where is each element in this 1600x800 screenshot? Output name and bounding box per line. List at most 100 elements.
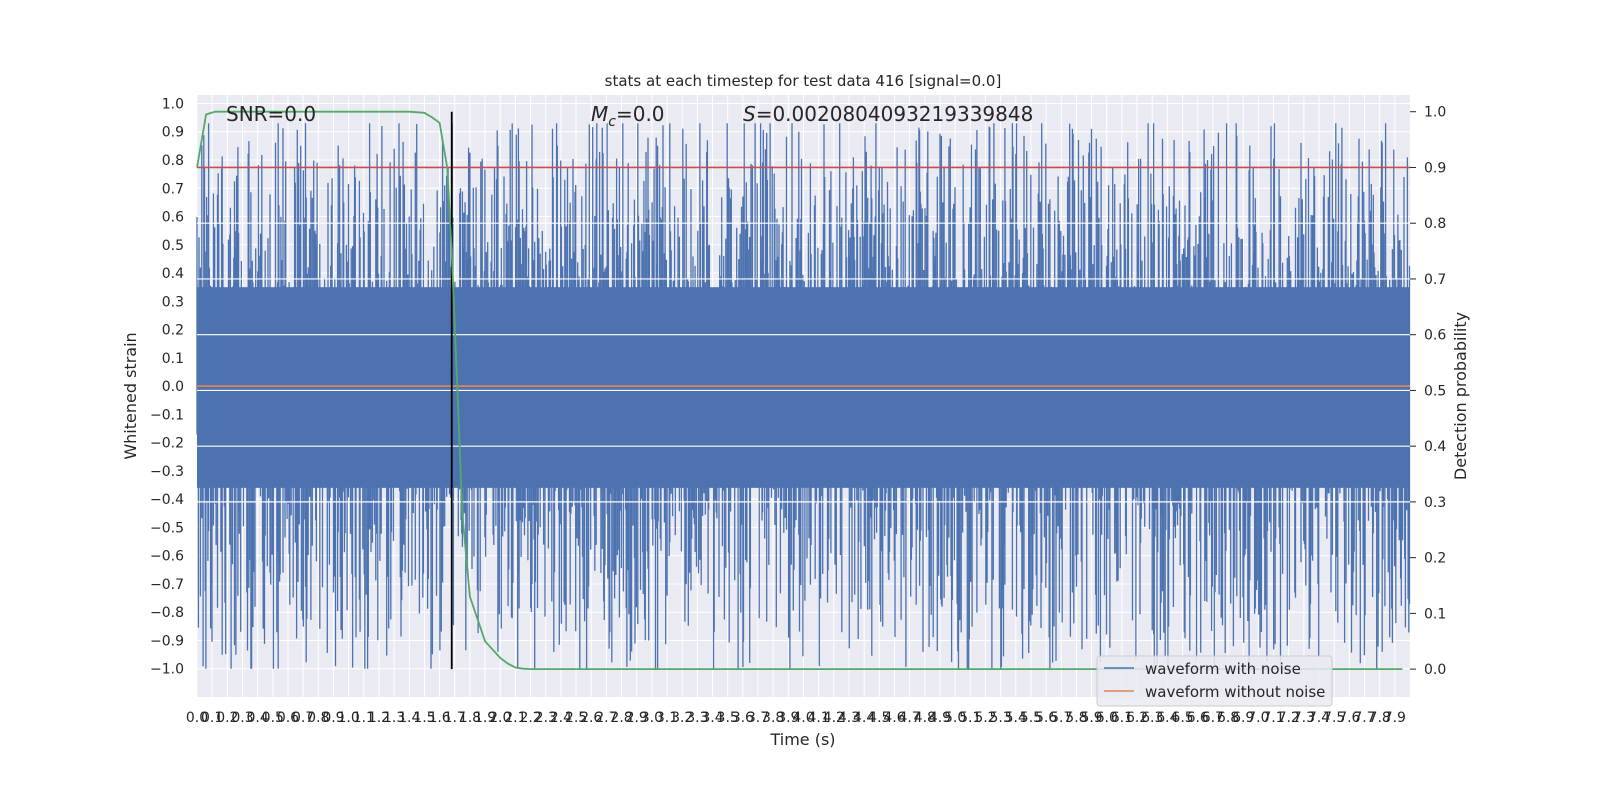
x-tick-label: 4.5: [868, 710, 890, 726]
x-tick-label: 2.6: [580, 710, 602, 726]
x-tick-label: 6.2: [1126, 710, 1148, 726]
y-left-tick-label: −1.0: [150, 662, 184, 678]
x-tick-label: 0.8: [307, 710, 329, 726]
y-right-tick-label: 1.0: [1424, 105, 1446, 121]
y-axis-left-ticks: −1.0 −0.9 −0.8 −0.7 −0.6 −0.5 −0.4 −0.3 −0.2 −0.1…: [150, 96, 184, 677]
x-tick-label: 6.4: [1156, 710, 1178, 726]
x-tick-label: 1.7: [444, 710, 466, 726]
y-left-tick-label: 0.0: [162, 379, 184, 395]
y-right-tick-label: 0.6: [1424, 328, 1446, 344]
x-tick-label: 4.7: [899, 710, 921, 726]
x-tick-label: 4.0: [792, 710, 814, 726]
x-tick-label: 5.3: [989, 710, 1011, 726]
y-right-tick-label: 0.3: [1424, 495, 1446, 511]
y-left-tick-label: 0.1: [162, 351, 184, 367]
x-tick-label: 6.9: [1232, 710, 1254, 726]
y-left-tick-label: 0.9: [162, 125, 184, 141]
x-tick-label: 6.6: [1187, 710, 1209, 726]
x-tick-label: 0.5: [262, 710, 284, 726]
legend-label-noise: waveform with noise: [1145, 660, 1301, 678]
y-left-tick-label: 0.5: [162, 238, 184, 254]
y-right-tick-label: 0.0: [1424, 662, 1446, 678]
y-right-tick-label: 0.9: [1424, 160, 1446, 176]
legend-box: [1096, 655, 1333, 707]
detection-probability-line: [196, 110, 1403, 670]
x-tick-label: 0.4: [247, 710, 269, 726]
x-tick-label: 3.2: [671, 710, 693, 726]
x-tick-label: 3.5: [717, 710, 739, 726]
y-left-tick-label: −0.4: [150, 492, 184, 508]
x-tick-label: 0.7: [292, 710, 314, 726]
x-tick-label: 5.8: [1065, 710, 1087, 726]
x-tick-label: 6.5: [1171, 710, 1193, 726]
x-tick-label: 2.1: [504, 710, 526, 726]
x-tick-label: 2.7: [595, 710, 617, 726]
x-tick-label: 5.7: [1050, 710, 1072, 726]
x-tick-label: 4.9: [929, 710, 951, 726]
x-tick-label: 6.3: [1141, 710, 1163, 726]
x-tick-label: 0.9: [322, 710, 344, 726]
x-tick-label: 5.6: [1035, 710, 1057, 726]
y-left-tick-label: −0.7: [150, 577, 184, 593]
x-tick-label: 0.1: [201, 710, 223, 726]
y-left-tick-label: −0.5: [150, 520, 184, 536]
y-left-tick-label: 0.2: [162, 323, 184, 339]
x-tick-label: 1.9: [474, 710, 496, 726]
x-tick-label: 4.8: [914, 710, 936, 726]
chart-title: stats at each timestep for test data 416…: [605, 72, 1002, 90]
x-tick-label: 1.4: [398, 710, 420, 726]
x-tick-label: 1.0: [337, 710, 359, 726]
noise-waveform-band: [197, 287, 1410, 488]
y-axis-right-ticks: 0.0 0.1 0.2 0.3 0.4 0.5 0.6 0.7 0.8 0.9 1.0: [1410, 105, 1446, 678]
x-tick-label: 7.5: [1323, 710, 1345, 726]
x-tick-label: 5.1: [959, 710, 981, 726]
x-tick-label: 5.5: [1020, 710, 1042, 726]
y-left-tick-label: 0.8: [162, 153, 184, 169]
x-tick-label: 7.3: [1293, 710, 1315, 726]
x-tick-label: 6.0: [1096, 710, 1118, 726]
line-series: [196, 110, 1410, 670]
x-tick-label: 7.8: [1369, 710, 1391, 726]
x-tick-label: 2.4: [550, 710, 572, 726]
x-tick-label: 1.8: [459, 710, 481, 726]
x-tick-label: 7.7: [1353, 710, 1375, 726]
x-tick-label: 4.6: [883, 710, 905, 726]
x-tick-label: 4.4: [853, 710, 875, 726]
y-left-tick-label: −0.8: [150, 605, 184, 621]
x-tick-label: 1.3: [383, 710, 405, 726]
x-tick-label: 0.3: [231, 710, 253, 726]
x-tick-label: 3.6: [732, 710, 754, 726]
x-tick-label: 3.9: [777, 710, 799, 726]
x-tick-label: 3.8: [762, 710, 784, 726]
x-tick-label: 7.9: [1384, 710, 1406, 726]
snr-annotation: SNR=0.0: [226, 102, 316, 126]
y-left-tick-label: 0.6: [162, 210, 184, 226]
x-tick-label: 5.4: [1005, 710, 1027, 726]
x-tick-label: 3.7: [747, 710, 769, 726]
x-tick-label: 3.0: [641, 710, 663, 726]
x-tick-label: 5.0: [944, 710, 966, 726]
y-right-tick-label: 0.4: [1424, 439, 1446, 455]
y-left-tick-label: −0.9: [150, 633, 184, 649]
x-tick-label: 2.3: [535, 710, 557, 726]
x-tick-label: 1.5: [413, 710, 435, 726]
x-tick-label: 6.8: [1217, 710, 1239, 726]
x-tick-label: 0.0: [186, 710, 208, 726]
x-tick-label: 2.5: [565, 710, 587, 726]
x-tick-label: 0.6: [277, 710, 299, 726]
x-tick-label: 5.2: [974, 710, 996, 726]
y-axis-left-label: Whitened strain: [121, 332, 140, 459]
x-tick-label: 4.3: [838, 710, 860, 726]
y-right-tick-label: 0.2: [1424, 551, 1446, 567]
y-axis-right-label: Detection probability: [1451, 312, 1470, 480]
x-tick-label: 2.0: [489, 710, 511, 726]
y-right-tick-label: 0.7: [1424, 272, 1446, 288]
x-tick-label: 6.7: [1202, 710, 1224, 726]
x-axis-label: Time (s): [769, 730, 835, 749]
y-right-tick-label: 0.8: [1424, 216, 1446, 232]
x-tick-label: 3.3: [686, 710, 708, 726]
y-right-tick-label: 0.1: [1424, 606, 1446, 622]
x-tick-label: 4.2: [823, 710, 845, 726]
y-left-tick-label: −0.3: [150, 464, 184, 480]
x-tick-label: 0.2: [216, 710, 238, 726]
